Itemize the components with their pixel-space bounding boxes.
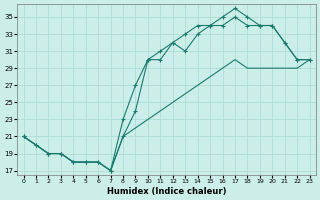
X-axis label: Humidex (Indice chaleur): Humidex (Indice chaleur) xyxy=(107,187,226,196)
